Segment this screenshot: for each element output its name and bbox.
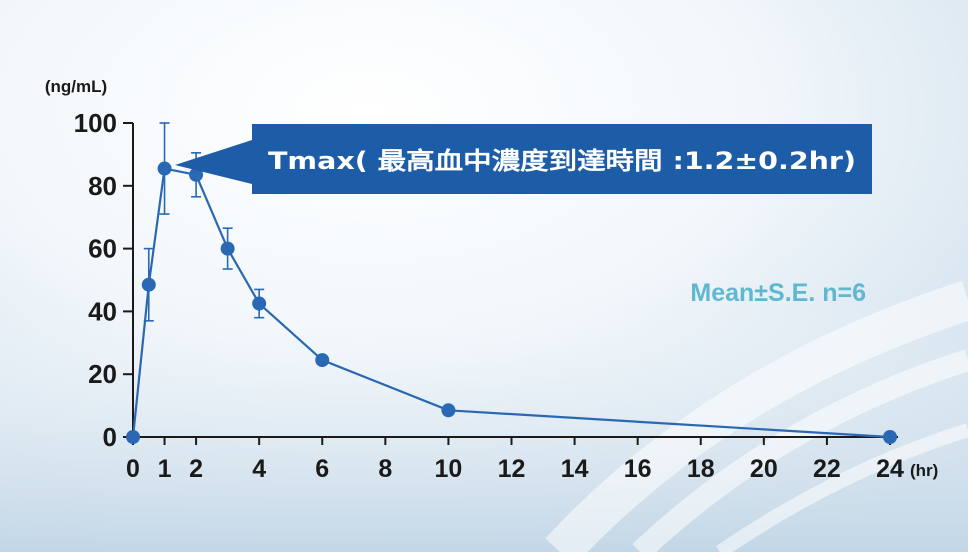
x-tick-label: 4 [252,455,266,483]
x-tick-label: 20 [750,455,778,483]
x-tick-label: 22 [813,455,841,483]
x-tick-label: 18 [687,455,715,483]
data-point [883,430,897,444]
data-point [252,296,267,311]
y-unit-label: (ng/mL) [45,77,107,96]
tmax-callout-box [252,124,872,194]
data-point [189,167,204,182]
data-points [126,161,897,444]
data-point [441,403,456,418]
data-point [141,277,156,292]
x-tick-label: 10 [435,455,463,483]
x-tick-label: 24 [876,455,904,483]
x-tick-label: 16 [624,455,652,483]
y-tick-label: 100 [74,108,117,138]
y-tick-label: 80 [88,171,117,201]
x-tick-label: 8 [378,455,392,483]
data-point [315,353,330,368]
x-tick-label: 6 [315,455,329,483]
tmax-label: Tmax( 最高血中濃度到達時間 :1.2±0.2hr) [268,147,856,175]
x-tick-label: 1 [158,455,172,483]
data-point [157,161,172,176]
axes [132,123,898,438]
x-tick-label: 14 [561,455,589,483]
y-tick-label: 40 [88,296,117,326]
y-ticks: 0 20 40 60 80 100 [74,108,133,452]
x-tick-label: 12 [498,455,526,483]
stats-label: Mean±S.E. n=6 [690,279,866,307]
x-unit-label: (hr) [910,461,938,480]
y-tick-label: 20 [88,359,117,389]
x-tick-label: 0 [126,455,140,483]
y-tick-label: 0 [103,422,117,452]
x-tick-label: 2 [189,455,203,483]
tmax-callout-pointer [175,140,252,184]
data-point [220,241,235,256]
x-ticks: 0 1 2 4 6 8 10 12 14 16 18 20 22 24 [126,437,904,483]
tmax-callout: Tmax( 最高血中濃度到達時間 :1.2±0.2hr) [175,124,872,194]
data-point [126,430,140,444]
y-tick-label: 60 [88,234,117,264]
